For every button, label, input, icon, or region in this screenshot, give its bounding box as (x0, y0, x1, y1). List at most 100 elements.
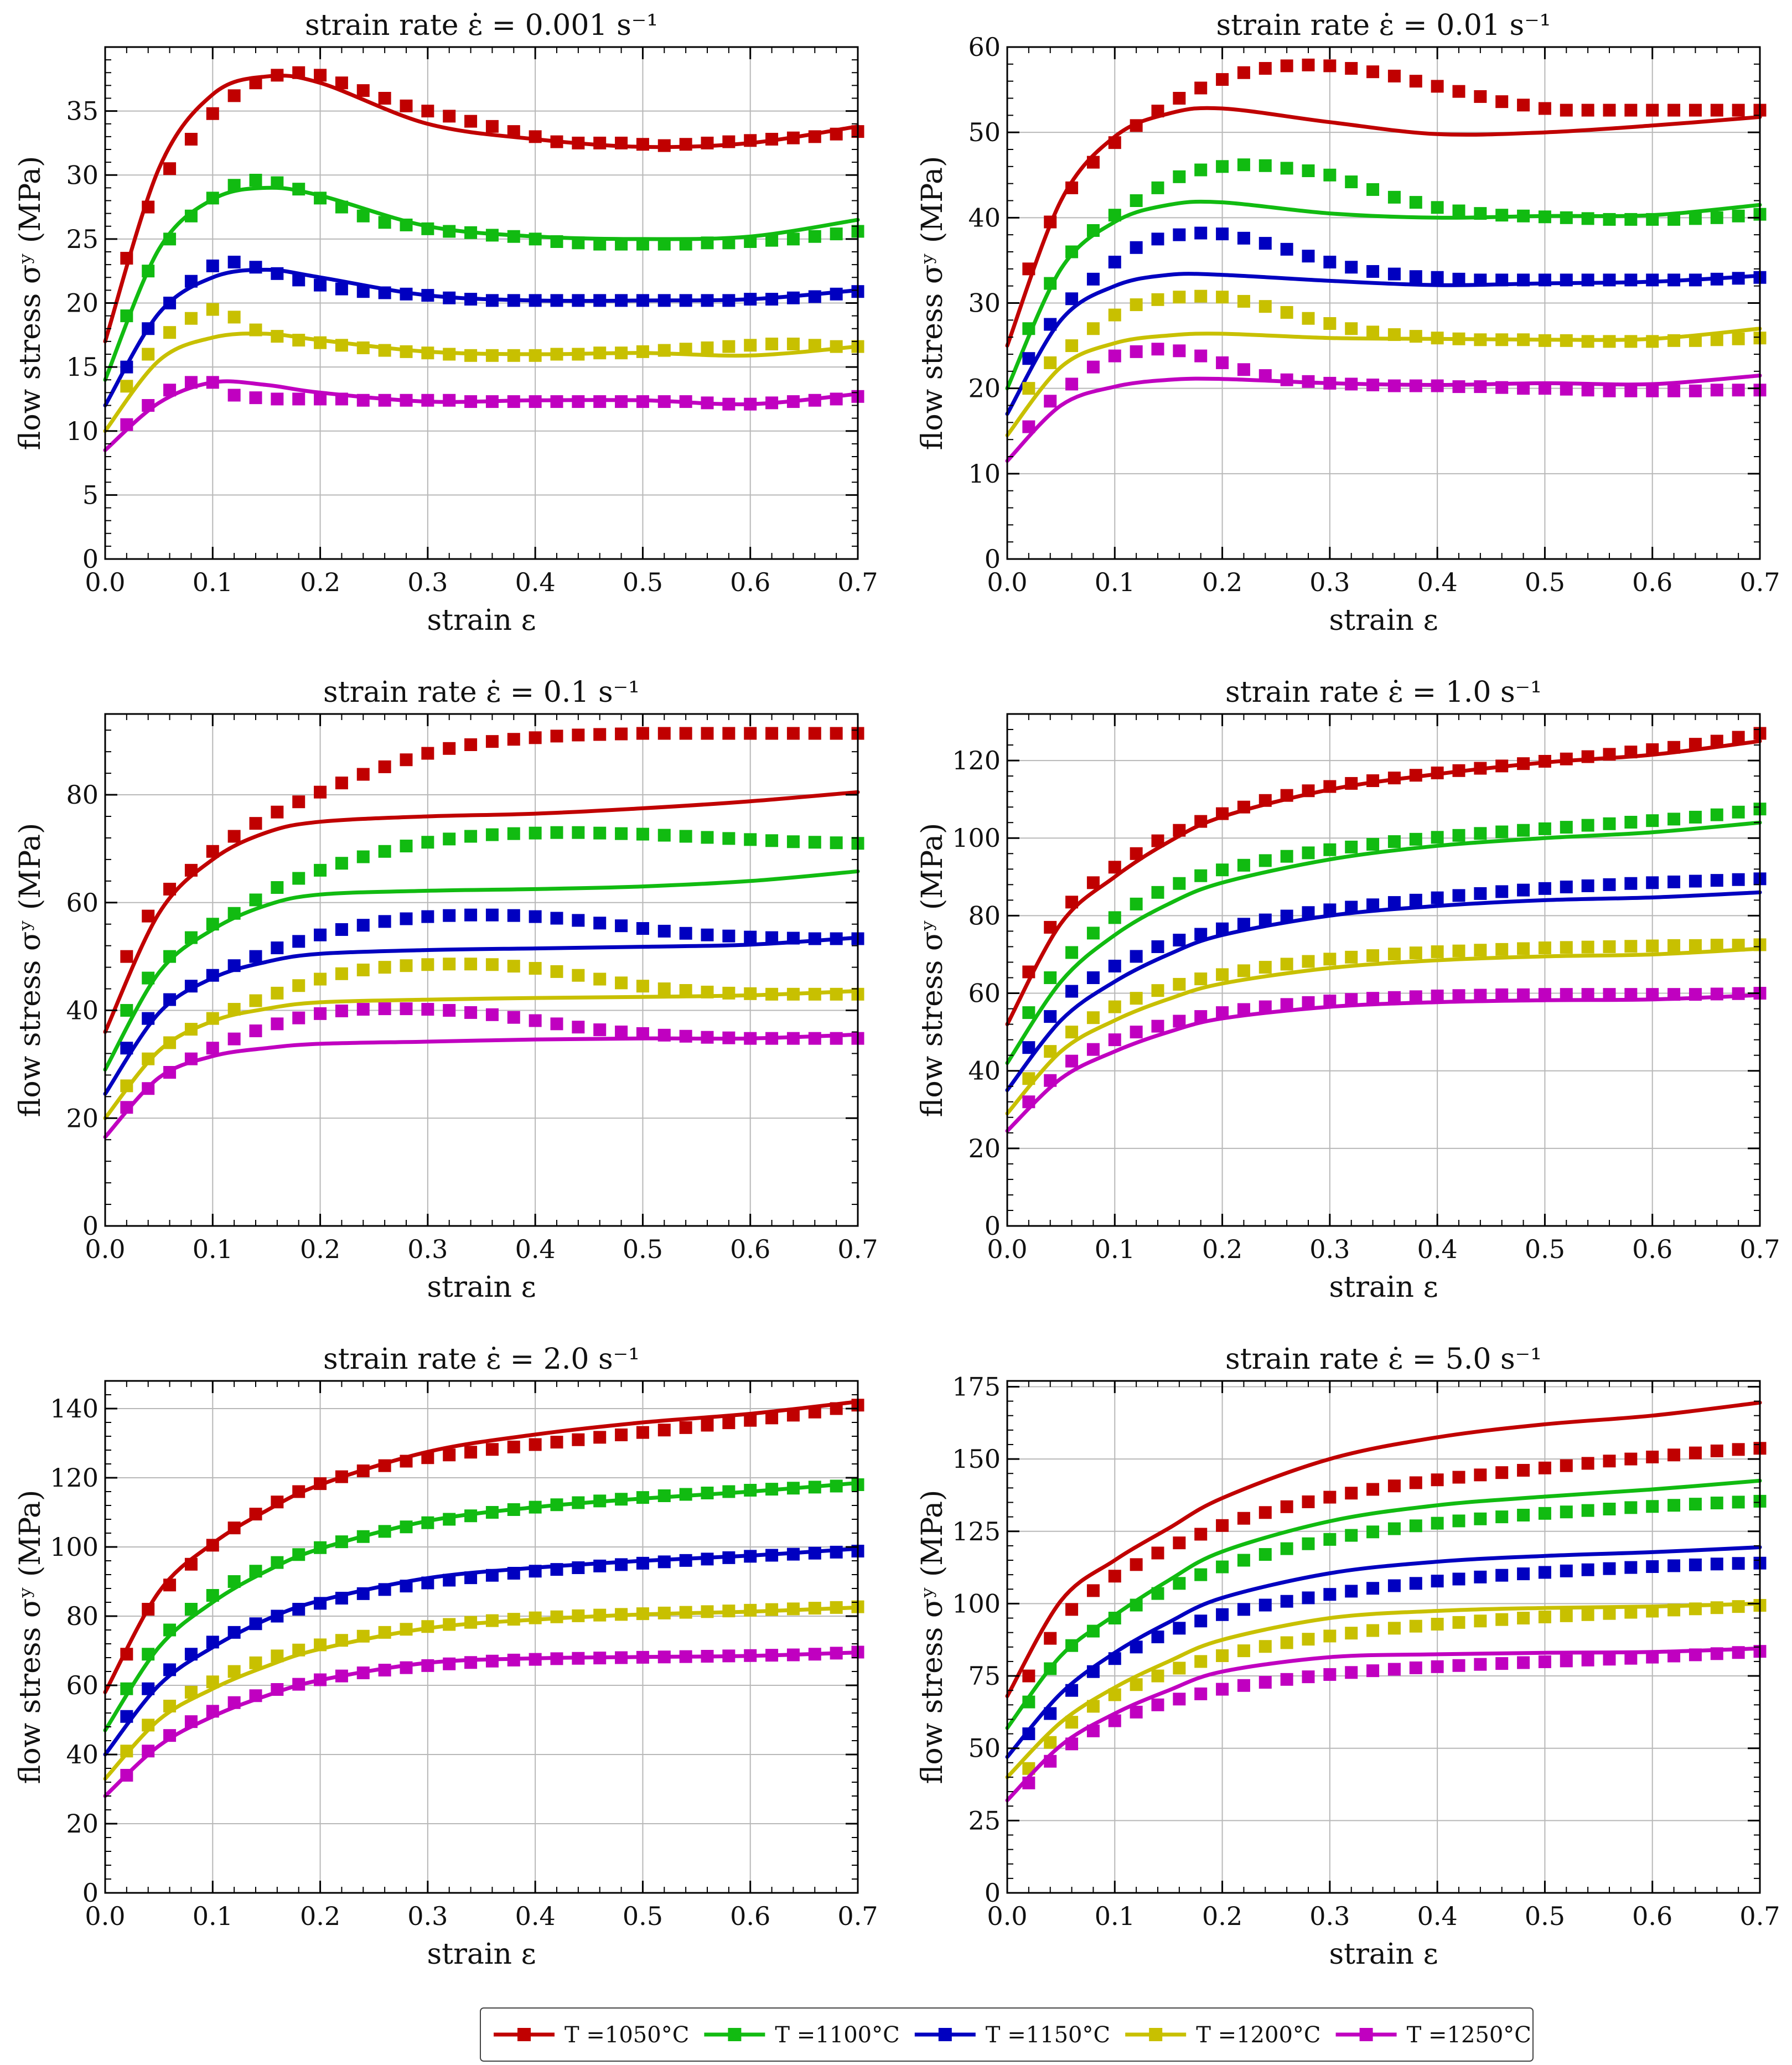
data-point (421, 1003, 434, 1016)
chart-panel-2: 0.0 0.1 0.2 0.3 0.4 0.5 0.6 0.7 0 10 20 30 40 50 60 str… (916, 9, 1780, 637)
data-point (1065, 1716, 1079, 1729)
data-point (1216, 227, 1229, 241)
x-tick-label: 0.4 (1417, 1234, 1458, 1264)
series-1 (1005, 727, 1767, 1027)
data-point (206, 1705, 219, 1718)
data-point (830, 987, 843, 1001)
data-point (378, 1583, 391, 1596)
data-point (356, 768, 370, 781)
data-point (1366, 379, 1380, 391)
data-point (1022, 1072, 1035, 1085)
model-curve (103, 790, 860, 1034)
data-point (1387, 1522, 1401, 1535)
data-point (1387, 835, 1401, 848)
data-point (464, 1656, 478, 1669)
data-point (271, 986, 284, 1000)
series-1 (103, 66, 864, 344)
data-point (1323, 780, 1337, 793)
data-point (443, 958, 456, 971)
data-point (679, 343, 692, 356)
data-point (765, 293, 779, 306)
data-point (786, 1602, 800, 1616)
data-point (701, 727, 714, 740)
data-point (400, 394, 413, 407)
data-point (335, 76, 348, 90)
data-point (1495, 1613, 1509, 1626)
data-point (1086, 224, 1100, 237)
data-point (142, 1603, 155, 1616)
data-point (271, 1649, 284, 1663)
data-point (615, 827, 628, 840)
data-point (765, 1032, 779, 1045)
data-point (1216, 73, 1229, 86)
data-point (1667, 1559, 1681, 1572)
data-point (464, 226, 478, 239)
data-point (1130, 847, 1143, 860)
data-point (1022, 1776, 1035, 1789)
axis-ticks (1006, 46, 1761, 560)
data-point (485, 294, 499, 307)
data-point (1302, 784, 1315, 798)
data-point (227, 1521, 241, 1535)
y-axis-label: flow stress σʸ (MPa) (14, 823, 47, 1117)
data-point (443, 291, 456, 304)
legend-marker (728, 2028, 742, 2041)
series-5 (1005, 343, 1767, 463)
data-point (1495, 759, 1509, 773)
data-point (292, 392, 305, 406)
data-point (485, 1614, 499, 1627)
x-tick-label: 0.0 (85, 567, 125, 597)
data-point (1710, 808, 1723, 821)
data-point (1474, 273, 1487, 287)
plot-frame (1006, 713, 1761, 1227)
y-axis-label: flow stress σʸ (MPa) (14, 1490, 47, 1784)
data-point (120, 950, 133, 963)
x-tick-label: 0.6 (730, 1234, 770, 1264)
data-point (1387, 1579, 1401, 1592)
data-point (356, 1667, 370, 1679)
data-point (1560, 1459, 1573, 1472)
data-point (1538, 1461, 1551, 1474)
data-point (1495, 1510, 1509, 1524)
data-point (271, 1017, 284, 1031)
data-point (249, 1689, 262, 1702)
y-tick-label: 125 (952, 1517, 1001, 1546)
data-point (1237, 66, 1250, 79)
data-point (1603, 213, 1616, 226)
data-point (378, 1459, 391, 1472)
data-point (1258, 961, 1272, 974)
data-point (1538, 1566, 1551, 1579)
data-point (1667, 988, 1681, 1001)
data-point (722, 832, 736, 845)
data-point (120, 1042, 133, 1055)
data-point (443, 110, 456, 123)
y-tick-label: 40 (968, 203, 1001, 232)
model-curve (103, 379, 860, 452)
data-point (378, 1002, 391, 1016)
data-point (1173, 1536, 1186, 1550)
series-2 (103, 174, 864, 382)
legend: T =1050°C T =1100°C T =1150°C T =1200°C T =1… (480, 2007, 1534, 2062)
data-point (356, 1587, 370, 1600)
data-point (1173, 1693, 1186, 1706)
data-point (1517, 1508, 1530, 1521)
grid (105, 1381, 858, 1893)
data-point (1452, 889, 1465, 902)
series-2 (103, 826, 864, 1072)
data-point (163, 1066, 177, 1079)
data-point (314, 863, 327, 877)
data-point (1345, 777, 1358, 790)
data-point (1431, 379, 1444, 392)
data-point (421, 105, 434, 118)
data-point (292, 1603, 305, 1616)
data-point (1151, 1019, 1164, 1033)
data-point (1194, 81, 1208, 95)
axis-ticks (104, 714, 859, 1227)
data-point (400, 287, 413, 301)
y-tick-label: 40 (66, 1740, 99, 1769)
data-point (1538, 988, 1551, 1001)
data-point (550, 1563, 563, 1576)
data-point (808, 727, 821, 740)
x-tick-label: 0.2 (300, 567, 340, 597)
series-3 (1005, 872, 1767, 1093)
